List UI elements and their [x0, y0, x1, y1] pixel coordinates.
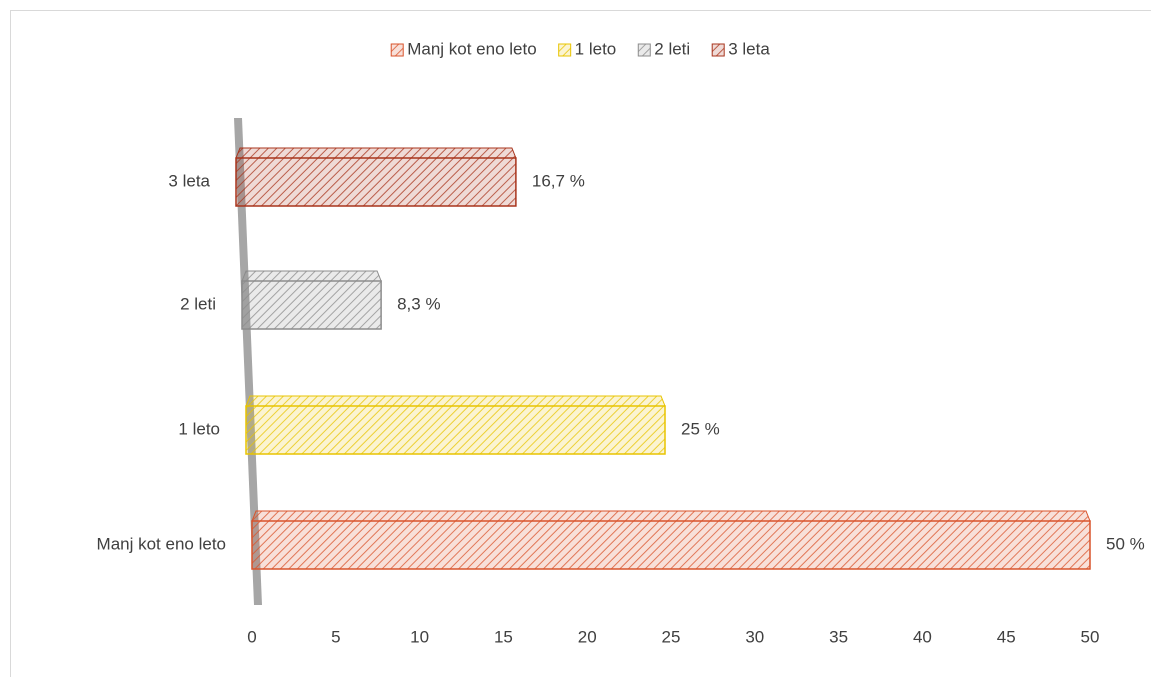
axis-wall	[234, 118, 262, 605]
legend-label: 3 leta	[728, 39, 770, 58]
x-tick-label: 20	[578, 627, 597, 646]
legend-label: 1 leto	[575, 39, 617, 58]
y-tick-label: 2 leti	[180, 294, 216, 313]
x-tick-label: 15	[494, 627, 513, 646]
bar	[251, 520, 1091, 570]
bar	[241, 280, 382, 330]
y-tick-label: Manj kot eno leto	[97, 534, 226, 553]
legend-swatch	[558, 43, 572, 57]
legend-item: 3 leta	[711, 39, 770, 58]
data-label: 8,3 %	[397, 294, 440, 313]
x-tick-label: 40	[913, 627, 932, 646]
legend-swatch	[390, 43, 404, 57]
legend-item: 2 leti	[637, 39, 690, 58]
x-tick-label: 50	[1081, 627, 1100, 646]
legend-swatch	[637, 43, 651, 57]
legend-swatch	[711, 43, 725, 57]
x-tick-label: 30	[745, 627, 764, 646]
y-tick-label: 1 leto	[178, 419, 220, 438]
data-label: 50 %	[1106, 534, 1145, 553]
legend-item: 1 leto	[558, 39, 617, 58]
x-tick-label: 10	[410, 627, 429, 646]
x-tick-label: 45	[997, 627, 1016, 646]
x-tick-label: 35	[829, 627, 848, 646]
x-tick-label: 25	[662, 627, 681, 646]
bar	[245, 405, 666, 455]
legend-label: 2 leti	[654, 39, 690, 58]
legend-item: Manj kot eno leto	[390, 39, 537, 58]
data-label: 25 %	[681, 419, 720, 438]
x-tick-label: 5	[331, 627, 340, 646]
legend-label: Manj kot eno leto	[407, 39, 536, 58]
chart-frame	[10, 10, 1151, 677]
bar	[235, 157, 517, 207]
bar-top	[251, 510, 1091, 522]
bar-top	[241, 270, 382, 282]
bar-top	[245, 395, 666, 407]
bar-top	[235, 147, 517, 159]
y-tick-label: 3 leta	[168, 171, 210, 190]
x-tick-label: 0	[247, 627, 256, 646]
data-label: 16,7 %	[532, 171, 585, 190]
